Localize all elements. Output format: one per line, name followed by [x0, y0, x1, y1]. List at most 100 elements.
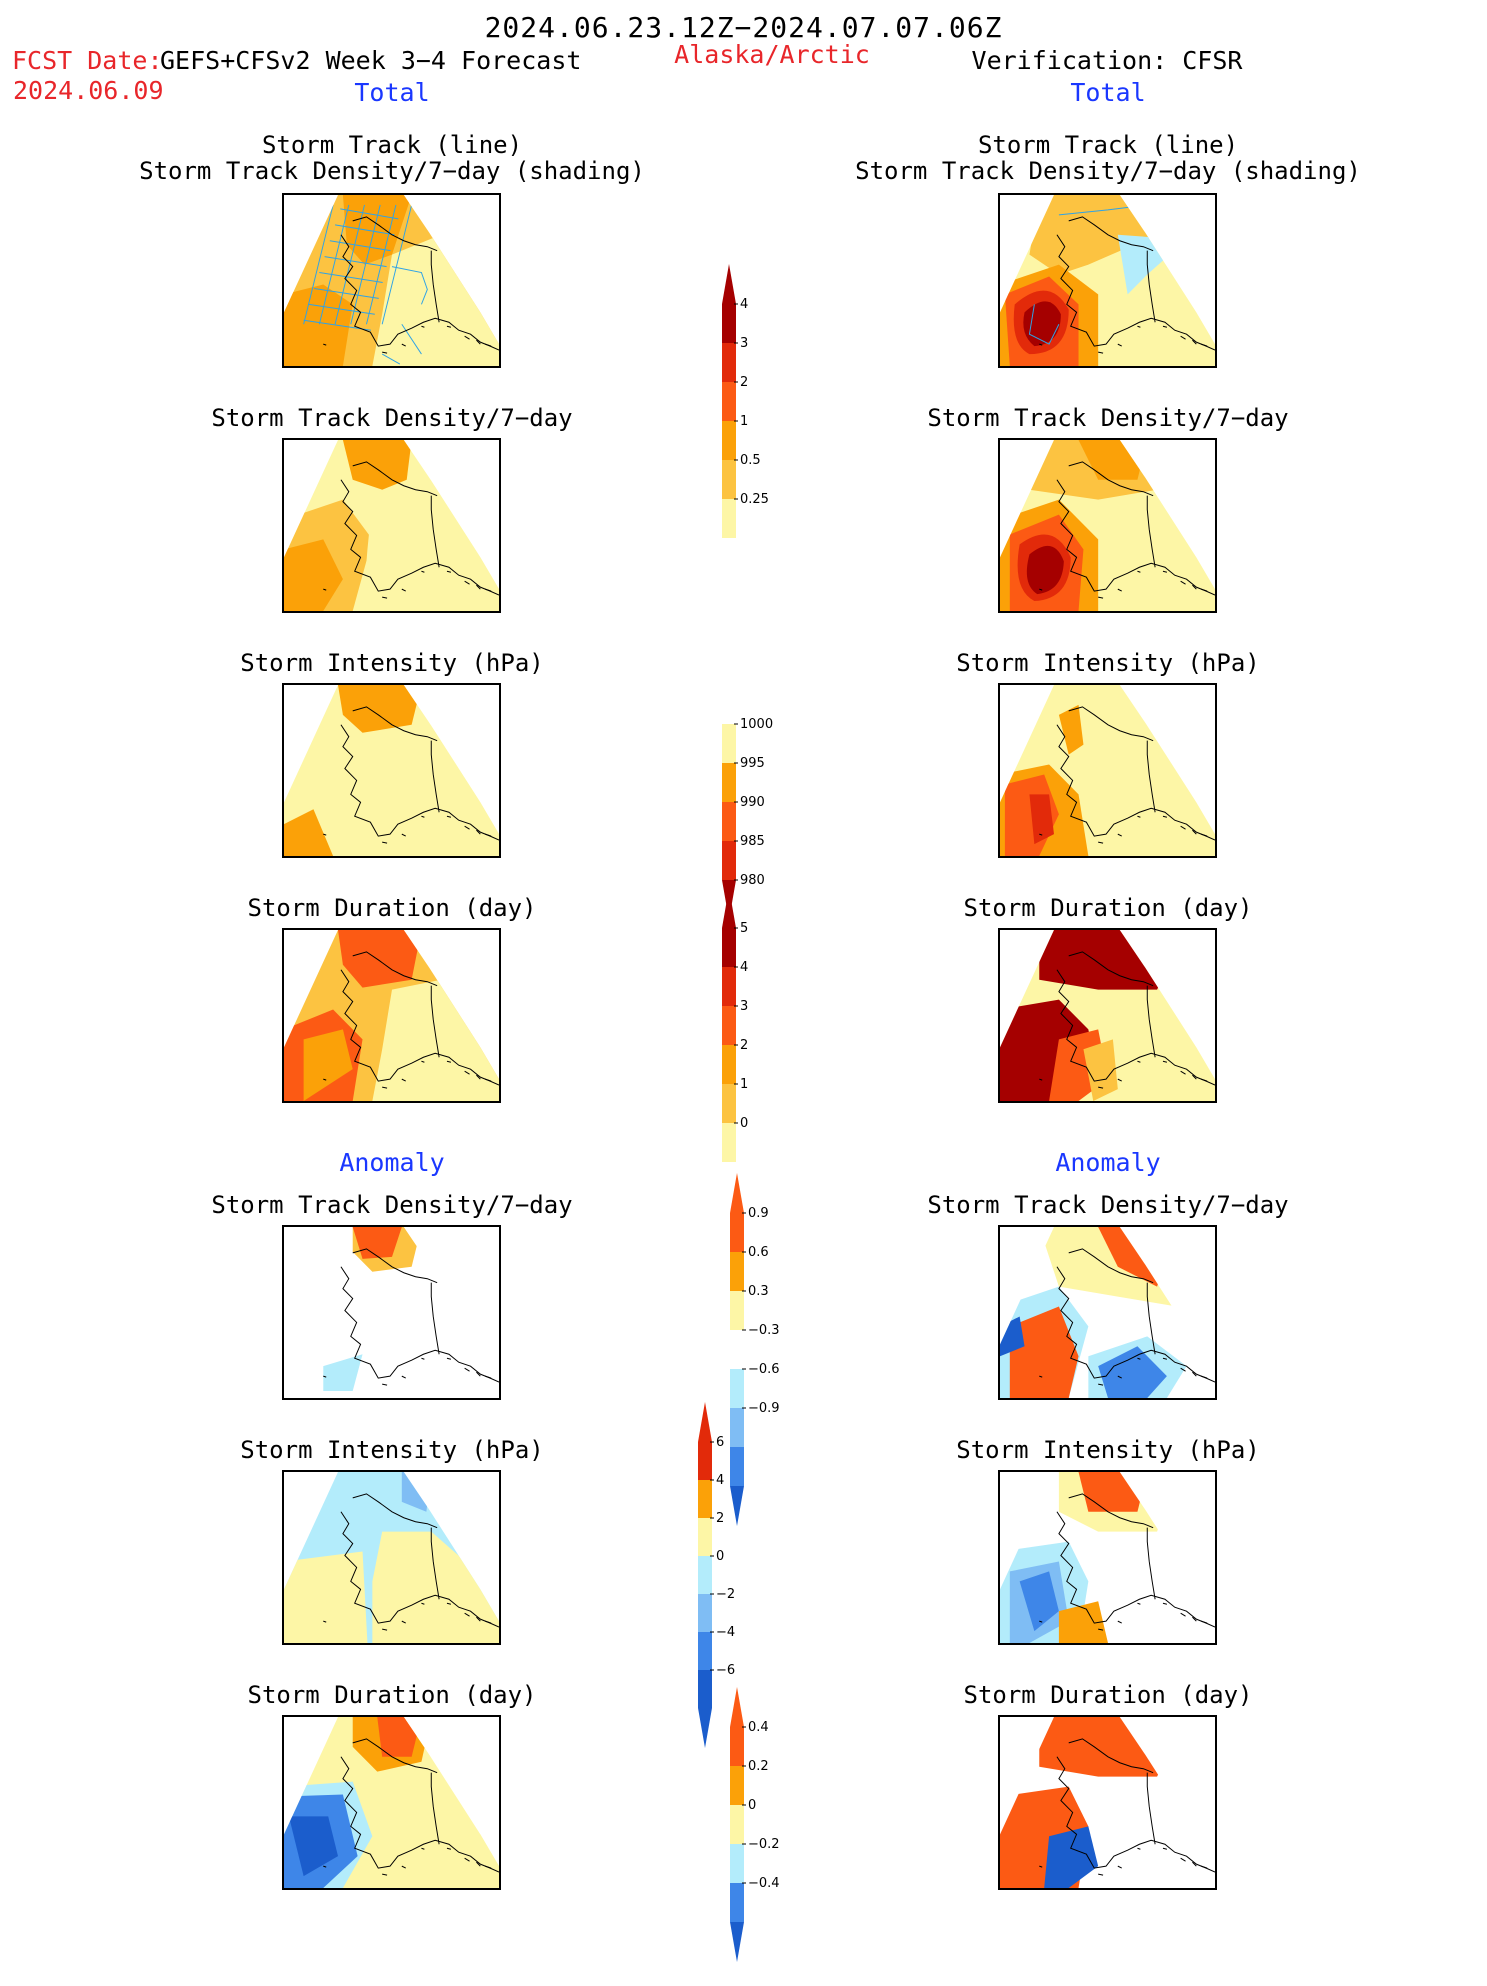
colorbar-intensity-anom-swatch-6 — [698, 1670, 712, 1708]
map-fcst-anom-duration-shade-2 — [377, 1717, 422, 1757]
map-cfsr-anom-intensity — [998, 1470, 1217, 1645]
title-anom-intensity-right: Storm Intensity (hPa) — [956, 1436, 1260, 1464]
fcst-date: 2024.06.09 — [13, 76, 164, 105]
colorbar-intensity-anom-label-2: 2 — [716, 1511, 724, 1526]
map-cfsr-anom-intensity-coastline — [1056, 1493, 1215, 1628]
colorbar-duration-total-label-0: 5 — [740, 921, 748, 936]
colorbar-intensity-anom-swatch-3 — [698, 1556, 712, 1594]
colorbar-intensity-total-label-3: 985 — [740, 834, 765, 849]
map-fcst-duration — [282, 928, 501, 1103]
forecast-name: GEFS+CFSv2 Week 3−4 Forecast — [160, 46, 582, 75]
verification-label: Verification: CFSR — [971, 46, 1243, 75]
title-track-density-left: Storm Track Density/7−day — [211, 404, 573, 432]
map-cfsr-track-line-islands — [1039, 325, 1208, 354]
colorbar-density-total-label-2: 2 — [740, 375, 748, 390]
colorbar-density-anom-tip-bottom — [730, 1486, 744, 1526]
colorbar-density-anom-label-1: 0.6 — [748, 1245, 769, 1260]
map-cfsr-duration-coastline — [1056, 951, 1215, 1086]
colorbar-duration-anom: 0.4 0.2 0 −0.2 −0.4 — [730, 1687, 810, 1986]
colorbar-density-total-tip-top — [722, 264, 736, 304]
map-fcst-track-line-coastline — [340, 216, 499, 351]
map-cfsr-anom-duration — [998, 1715, 1217, 1890]
map-fcst-intensity-shade-1 — [337, 685, 422, 733]
colorbar-duration-total-label-1: 4 — [740, 960, 748, 975]
map-fcst-track-line-shade-2 — [284, 284, 353, 366]
colorbar-intensity-total-swatch-0 — [722, 685, 736, 724]
map-cfsr-intensity-shade-1 — [1058, 704, 1084, 755]
map-cfsr-anom-density-shade-3 — [1009, 1306, 1079, 1398]
colorbar-density-anom-swatch-1 — [730, 1252, 744, 1291]
colorbar-density-total-swatch-5 — [722, 499, 736, 538]
map-fcst-anom-density-shade-1 — [352, 1227, 402, 1259]
colorbar-intensity-total-swatch-4 — [722, 841, 736, 880]
title-anom-density-left: Storm Track Density/7−day — [211, 1191, 573, 1219]
map-cfsr-anom-density — [998, 1225, 1217, 1400]
map-fcst-track-density-shade-2 — [342, 440, 412, 490]
colorbar-intensity-anom-swatch-2 — [698, 1518, 712, 1556]
colorbar-density-total-swatch-6 — [722, 538, 736, 577]
map-fcst-track-density-islands — [323, 570, 492, 599]
colorbar-duration-anom-tip-bottom — [730, 1922, 744, 1962]
colorbar-density-total-label-0: 4 — [740, 297, 748, 312]
map-fcst-intensity — [282, 683, 501, 858]
colorbar-intensity-anom-swatch-1 — [698, 1480, 712, 1518]
colorbar-duration-anom-swatch-0 — [730, 1727, 744, 1766]
colorbar-intensity-total-label-1: 995 — [740, 756, 765, 771]
map-cfsr-anom-density-shade-6 — [1098, 1346, 1167, 1398]
map-cfsr-duration — [998, 928, 1217, 1103]
map-fcst-anom-density-islands — [323, 1357, 492, 1386]
region-label: Alaska/Arctic — [674, 40, 870, 69]
map-cfsr-anom-intensity-shade-1 — [1078, 1472, 1148, 1512]
map-cfsr-track-density-shade-6 — [1026, 545, 1064, 595]
colorbar-duration-anom-label-1: 0.2 — [748, 1759, 769, 1774]
colorbar-duration-total-swatch-1 — [722, 967, 736, 1006]
colorbar-intensity-anom-tip-bottom — [698, 1708, 712, 1748]
colorbar-duration-anom-tip-top — [730, 1687, 744, 1727]
map-cfsr-anom-density-coastline — [1056, 1248, 1215, 1383]
colorbar-duration-anom-swatch-4 — [730, 1883, 744, 1922]
map-fcst-track-density — [282, 438, 501, 613]
colorbar-intensity-total: 1000 995 990 985 980 — [722, 645, 802, 944]
colorbar-density-anom-swatch-0 — [730, 1213, 744, 1252]
colorbar-intensity-anom-label-3: 0 — [716, 1549, 724, 1564]
colorbar-intensity-total-label-0: 1000 — [740, 717, 773, 732]
map-fcst-track-line-track-lines — [303, 204, 428, 365]
map-fcst-intensity-shade-3 — [352, 724, 499, 856]
colorbar-density-anom-swatch-6 — [730, 1447, 744, 1486]
title-duration-left: Storm Duration (day) — [247, 894, 537, 922]
map-fcst-track-line-shade-4 — [382, 264, 499, 366]
colorbar-duration-total-swatch-5 — [722, 1123, 736, 1162]
colorbar-duration-total: 5 4 3 2 1 0 — [722, 888, 802, 1265]
map-fcst-track-line — [282, 193, 501, 368]
map-fcst-intensity-coastline — [340, 706, 499, 841]
colorbar-density-total: 4 3 2 1 0.5 0.25 — [722, 264, 802, 641]
colorbar-density-anom: 0.9 0.6 0.3 −0.3 −0.6 −0.9 — [730, 1173, 810, 1550]
title-track-density-shading-right: Storm Track Density/7−day (shading) — [855, 157, 1361, 185]
colorbar-density-total-label-4: 0.5 — [740, 453, 761, 468]
colorbar-density-anom-label-5: −0.9 — [748, 1401, 780, 1416]
colorbar-density-anom-label-0: 0.9 — [748, 1206, 769, 1221]
colorbar-intensity-anom-label-4: −2 — [716, 1587, 735, 1602]
map-cfsr-anom-intensity-shade-4 — [1019, 1571, 1059, 1632]
colorbar-intensity-total-swatch-1 — [722, 724, 736, 763]
map-fcst-anom-density-shade-2 — [323, 1354, 363, 1392]
title-track-line-right: Storm Track (line) — [977, 131, 1239, 159]
map-cfsr-anom-intensity-shade-5 — [1058, 1601, 1108, 1643]
colorbar-duration-total-label-2: 3 — [740, 999, 748, 1014]
map-fcst-anom-density — [282, 1225, 501, 1400]
colorbar-duration-total-label-5: 0 — [740, 1116, 748, 1131]
map-cfsr-track-line-coastline — [1056, 216, 1215, 351]
colorbar-duration-anom-label-3: −0.2 — [748, 1837, 780, 1852]
map-fcst-anom-duration-shade-5 — [288, 1816, 338, 1877]
map-cfsr-anom-density-islands — [1039, 1357, 1208, 1386]
section-total-right: Total — [1070, 78, 1146, 107]
map-cfsr-intensity-coastline — [1056, 706, 1215, 841]
map-fcst-anom-duration-coastline — [340, 1738, 499, 1873]
colorbar-duration-anom-swatch-1 — [730, 1766, 744, 1805]
colorbar-intensity-anom-swatch-0 — [698, 1442, 712, 1480]
colorbar-density-total-label-3: 1 — [740, 414, 748, 429]
colorbar-duration-total-swatch-3 — [722, 1045, 736, 1084]
colorbar-intensity-anom-tip-top — [698, 1402, 712, 1442]
colorbar-density-anom-swatch-3 — [730, 1330, 744, 1369]
map-cfsr-intensity-islands — [1039, 815, 1208, 844]
